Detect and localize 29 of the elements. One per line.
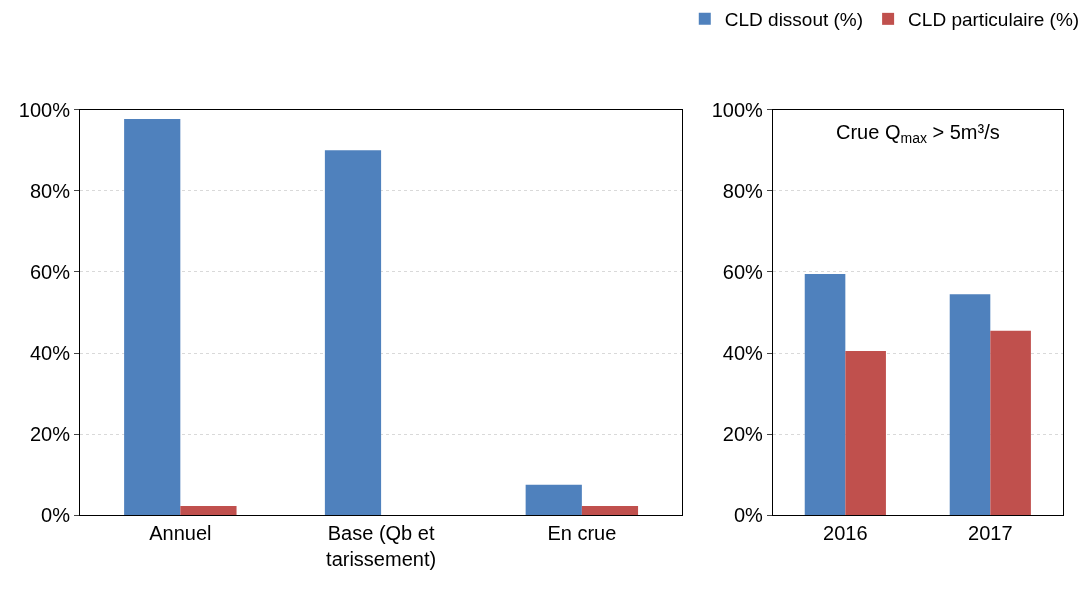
y-tick-label: 40% [29, 342, 71, 365]
y-tick-label: 20% [722, 423, 764, 446]
y-tick-label: 100% [711, 98, 764, 121]
annotation: Crue Q$_{max}$ > 5m³/s [836, 121, 1000, 147]
y-tick-label: 60% [29, 260, 71, 283]
bar [949, 294, 991, 516]
bar [180, 505, 237, 516]
y-tick-label: 80% [722, 179, 764, 202]
bar [324, 150, 382, 516]
legend-label: CLD dissout (%) [724, 9, 864, 31]
bar [124, 118, 181, 516]
bar [581, 505, 639, 516]
y-tick-label: 20% [29, 423, 71, 446]
bar [804, 273, 846, 516]
y-tick-label: 0% [41, 504, 71, 527]
bar [845, 350, 886, 516]
bar [990, 330, 1031, 516]
x-tick-label: En crue [547, 522, 617, 545]
x-tick-label: Base (Qb et tarissement) [326, 522, 437, 571]
y-tick-label: 80% [29, 179, 71, 202]
y-tick-label: 60% [722, 260, 764, 283]
y-tick-label: 100% [18, 98, 71, 121]
bar [525, 484, 582, 516]
legend-label: CLD particulaire (%) [908, 9, 1080, 31]
y-tick-label: 0% [733, 504, 764, 527]
x-tick-label: Annuel [149, 522, 212, 545]
x-tick-label: 2016 [823, 522, 868, 545]
y-tick-label: 40% [722, 342, 764, 365]
x-tick-label: 2017 [968, 522, 1013, 545]
